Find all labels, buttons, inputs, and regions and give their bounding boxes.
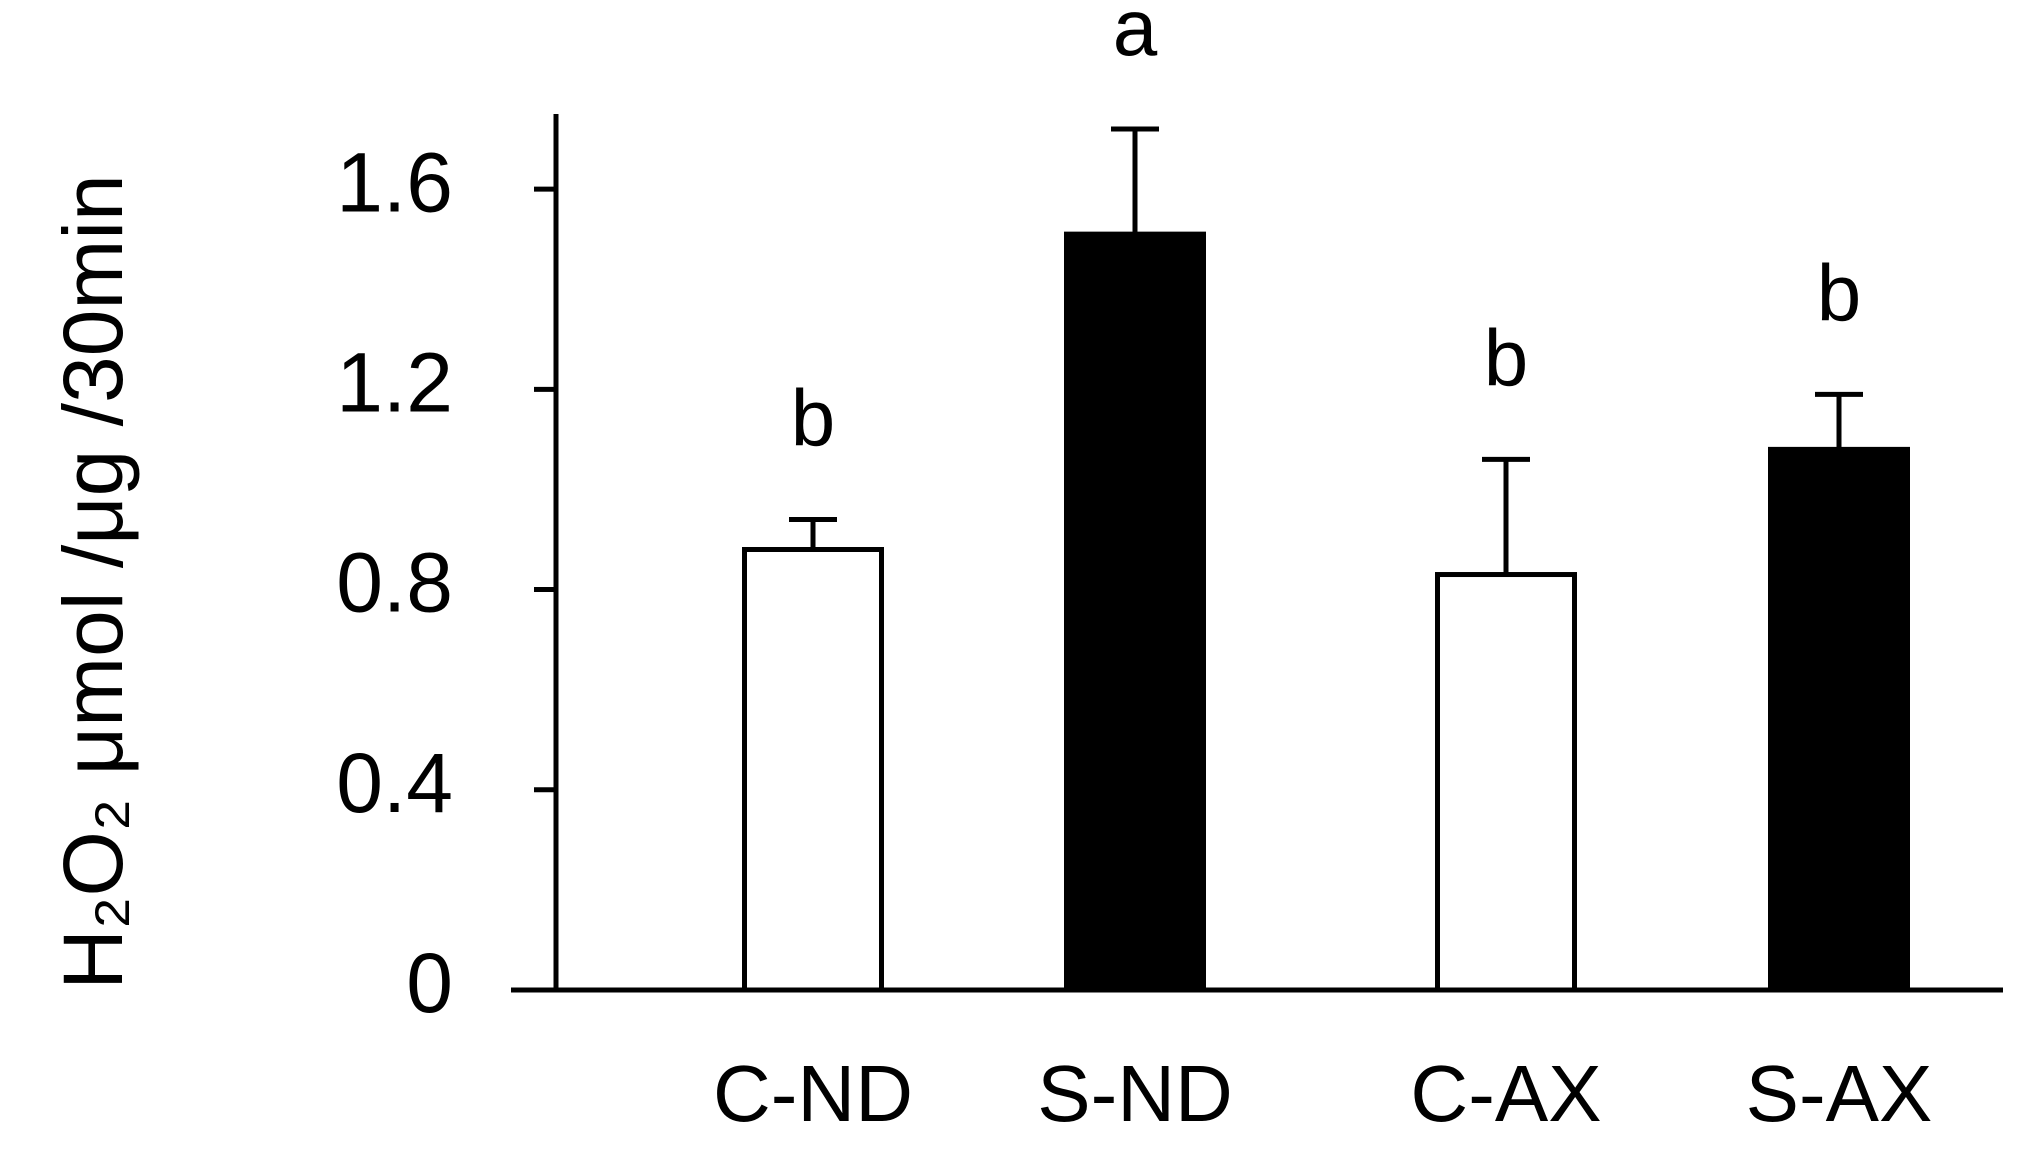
y-axis-label: H₂O₂ μmol /μg /30min (46, 174, 140, 990)
y-tick-label: 1.6 (336, 135, 453, 229)
x-tick-label: S-ND (1037, 1049, 1233, 1138)
y-tick-label: 0 (406, 936, 453, 1030)
y-tick-label: 0.8 (336, 536, 453, 630)
significance-letter: b (1484, 314, 1529, 403)
bar (1064, 231, 1206, 993)
x-tick-label: C-AX (1410, 1049, 1601, 1138)
x-tick-label: S-AX (1746, 1049, 1933, 1138)
y-tick-label: 0.4 (336, 736, 453, 830)
bar (1768, 446, 1910, 993)
y-tick-label: 1.2 (336, 336, 453, 430)
x-tick-label: C-ND (713, 1049, 913, 1138)
significance-letter: b (1817, 248, 1862, 337)
bar (1435, 572, 1577, 993)
bar (742, 546, 884, 993)
significance-letter: a (1113, 0, 1158, 72)
significance-letter: b (791, 374, 836, 463)
